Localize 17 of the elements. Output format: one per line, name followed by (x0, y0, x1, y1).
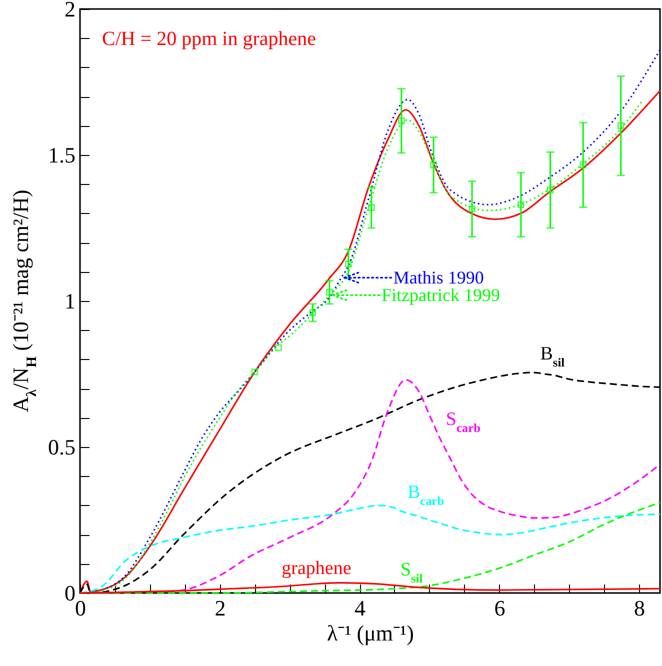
y-tick-label: 0.5 (48, 434, 76, 460)
y-tick-label: 1.5 (48, 142, 76, 168)
x-tick-label: 8 (634, 596, 646, 620)
x-axis-title: λ⁻¹ (μm⁻¹) (327, 620, 414, 646)
series-label: B$_{sil}$ (540, 344, 566, 370)
x-tick-label: 4 (354, 596, 366, 620)
y-tick-label: 1 (64, 288, 76, 314)
series-label: B$_{carb}$ (407, 482, 444, 508)
series-label: graphene (282, 558, 352, 579)
series-label: S$_{sil}$ (400, 560, 424, 586)
legend-label: Fitzpatrick 1999 (381, 285, 500, 306)
annotation: C/H = 20 ppm in graphene (102, 28, 316, 50)
x-tick-label: 2 (214, 596, 226, 620)
x-tick-label: 6 (494, 596, 506, 620)
y-tick-label: 2 (64, 0, 76, 22)
series-label: S$_{carb}$ (446, 409, 481, 436)
legend-label: Mathis 1990 (393, 268, 484, 288)
